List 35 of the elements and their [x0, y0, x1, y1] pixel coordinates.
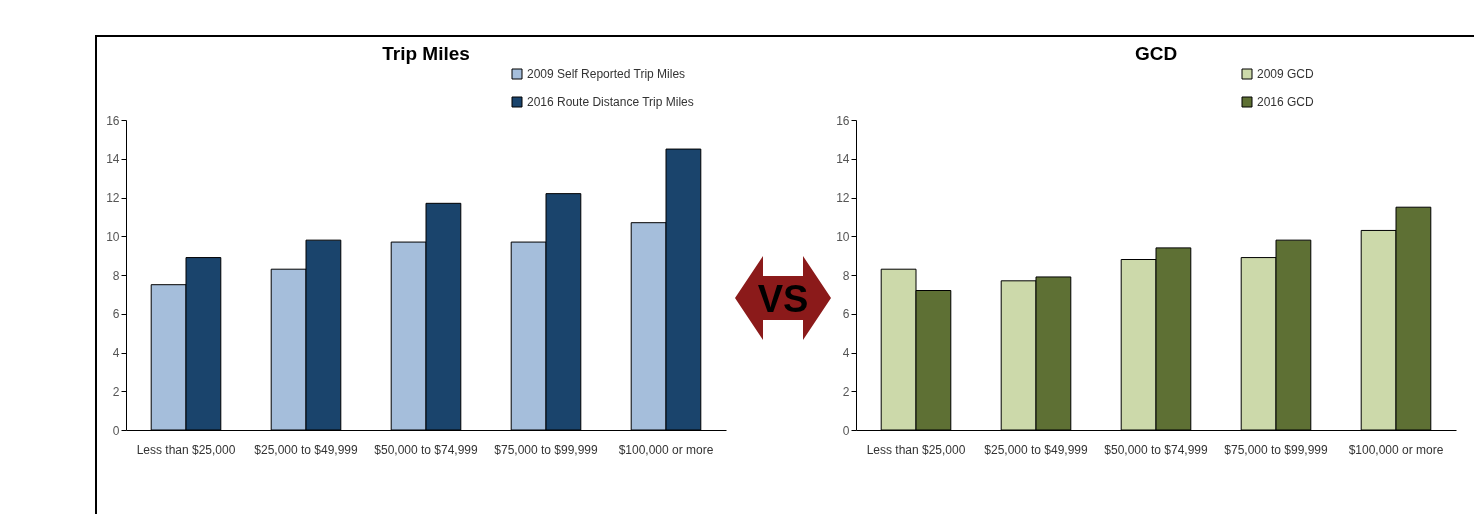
legend-label: 2009 Self Reported Trip Miles — [527, 67, 686, 81]
x-tick-label: $75,000 to $99,999 — [494, 442, 599, 457]
y-tick-label: 2 — [842, 384, 850, 399]
y-tick-label: 0 — [842, 423, 850, 438]
y-tick-label: 8 — [842, 268, 850, 283]
y-tick-label: 14 — [106, 152, 120, 167]
text: VS — [757, 278, 809, 320]
x-tick-label: $25,000 to $49,999 — [984, 442, 1089, 457]
y-tick-label: 12 — [106, 191, 120, 205]
x-tick-label: $50,000 to $74,999 — [374, 442, 479, 457]
chart-title: Trip Miles — [382, 43, 470, 64]
x-tick-label: $100,000 or more — [618, 442, 714, 457]
y-tick-label: 2 — [112, 384, 120, 399]
x-tick-label: $100,000 or more — [1348, 442, 1444, 457]
y-tick-label: 12 — [836, 191, 850, 205]
y-tick-label: 16 — [836, 113, 850, 128]
y-tick-label: 6 — [112, 307, 120, 322]
legend-label: 2009 GCD — [1257, 67, 1315, 81]
y-tick-label: 4 — [112, 346, 120, 360]
x-tick-label: $75,000 to $99,999 — [1224, 442, 1329, 457]
x-tick-label: Less than $25,000 — [136, 442, 236, 457]
x-tick-label: $25,000 to $49,999 — [254, 442, 359, 457]
legend-label: 2016 GCD — [1257, 95, 1315, 109]
y-tick-label: 6 — [842, 307, 850, 322]
y-tick-label: 14 — [836, 152, 850, 167]
y-tick-label: 4 — [842, 346, 850, 360]
legend-label: 2016 Route Distance Trip Miles — [527, 95, 694, 109]
y-tick-label: 16 — [106, 113, 120, 128]
x-tick-label: Less than $25,000 — [866, 442, 966, 457]
chart-title: GCD — [1134, 43, 1178, 64]
y-tick-label: 8 — [112, 268, 120, 283]
y-tick-label: 10 — [836, 229, 850, 244]
y-tick-label: 10 — [106, 229, 120, 244]
y-tick-label: 0 — [112, 423, 120, 438]
x-tick-label: $50,000 to $74,999 — [1104, 442, 1209, 457]
